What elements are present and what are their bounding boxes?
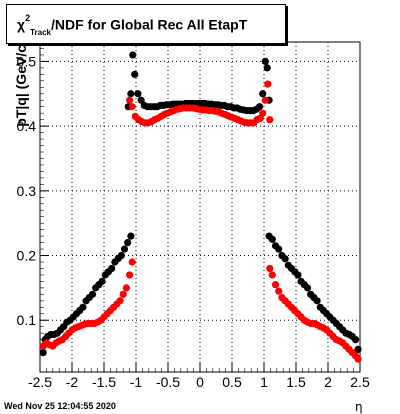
chart-title-box: χ2 Track/NDF for Global Rec All EtapT bbox=[6, 4, 286, 44]
y-axis-title: pT|q| (GeV/c bbox=[13, 45, 29, 127]
black-marker bbox=[259, 90, 267, 98]
y-tick-label: 0.5 bbox=[17, 53, 37, 69]
red-marker bbox=[264, 80, 272, 88]
red-marker bbox=[126, 271, 134, 279]
black-marker bbox=[108, 264, 116, 273]
red-marker bbox=[271, 281, 280, 289]
grid-layer bbox=[40, 42, 360, 372]
black-marker bbox=[98, 277, 106, 286]
red-marker bbox=[266, 264, 274, 273]
black-marker bbox=[127, 90, 135, 98]
black-marker bbox=[134, 90, 142, 98]
red-marker bbox=[275, 287, 283, 295]
black-marker bbox=[351, 336, 360, 344]
black-marker bbox=[354, 345, 362, 353]
red-marker bbox=[266, 116, 274, 124]
black-marker bbox=[281, 255, 289, 263]
points-layer bbox=[39, 51, 362, 363]
black-marker bbox=[275, 245, 283, 253]
black-marker bbox=[124, 238, 132, 247]
black-marker bbox=[303, 284, 312, 292]
black-marker bbox=[120, 245, 129, 253]
red-marker bbox=[126, 96, 134, 104]
red-marker bbox=[119, 290, 127, 298]
x-tick-label: 2 bbox=[324, 374, 332, 390]
x-tick-label: -2.5 bbox=[28, 374, 52, 390]
y-tick-label: 0.1 bbox=[17, 312, 37, 328]
x-tick-label: 2.5 bbox=[350, 374, 370, 390]
red-marker bbox=[354, 355, 362, 363]
x-tick-labels: -2.5 -2 -1.5 -1 -0.5 0 0.5 1 1.5 2 2.5 bbox=[28, 374, 370, 390]
red-marker bbox=[116, 297, 124, 305]
x-tick-label: -1.5 bbox=[92, 374, 116, 390]
y-tick-label: 0.4 bbox=[17, 118, 37, 134]
title-sub: Track bbox=[30, 28, 51, 38]
black-marker bbox=[255, 103, 264, 111]
red-marker bbox=[122, 284, 130, 292]
y-tick-labels: 0.1 0.2 0.3 0.4 0.5 bbox=[17, 53, 37, 328]
black-marker bbox=[39, 348, 47, 357]
black-marker bbox=[117, 251, 125, 260]
x-tick-label: -1 bbox=[130, 374, 143, 390]
black-marker bbox=[294, 271, 302, 279]
title-suffix: /NDF for Global Rec All EtapT bbox=[50, 16, 248, 33]
black-marker bbox=[313, 297, 321, 305]
red-marker bbox=[128, 258, 136, 266]
x-axis-title: η bbox=[355, 400, 363, 414]
x-tick-label: 1 bbox=[260, 374, 268, 390]
black-marker bbox=[261, 57, 269, 66]
red-marker bbox=[268, 271, 276, 279]
title-sup: 2 bbox=[25, 13, 31, 23]
y-tick-label: 0.2 bbox=[17, 248, 37, 264]
red-marker bbox=[128, 103, 136, 111]
black-marker bbox=[268, 235, 276, 243]
red-marker bbox=[259, 109, 267, 117]
x-tick-label: -2 bbox=[66, 374, 79, 390]
title-chi: χ bbox=[17, 16, 26, 33]
x-tick-label: -0.5 bbox=[156, 374, 180, 390]
chart-title: χ2 Track/NDF for Global Rec All EtapT bbox=[17, 13, 248, 38]
black-marker bbox=[129, 51, 137, 59]
timestamp-footer: Wed Nov 25 12:04:55 2020 bbox=[4, 401, 116, 411]
red-marker bbox=[261, 96, 269, 104]
black-marker bbox=[88, 290, 97, 298]
black-marker bbox=[131, 70, 139, 78]
x-tick-label: 1.5 bbox=[286, 374, 306, 390]
black-marker bbox=[263, 64, 271, 72]
y-tick-label: 0.3 bbox=[17, 183, 37, 199]
black-marker bbox=[127, 232, 135, 240]
black-marker bbox=[79, 303, 87, 311]
x-tick-label: 0 bbox=[196, 374, 204, 390]
black-marker bbox=[137, 96, 145, 104]
x-tick-label: 0.5 bbox=[222, 374, 242, 390]
